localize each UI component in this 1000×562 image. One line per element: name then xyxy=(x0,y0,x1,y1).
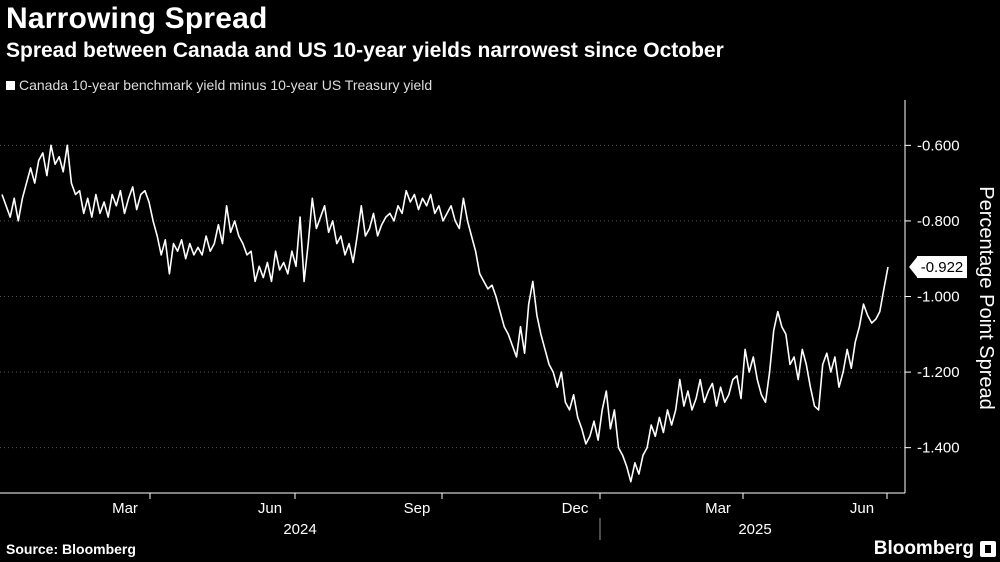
bloomberg-icon xyxy=(980,541,996,557)
y-tick-label: -0.600 xyxy=(917,137,960,154)
x-tick-label: Sep xyxy=(404,500,431,517)
y-axis-title: Percentage Point Spread xyxy=(975,186,997,410)
y-tick-label: -1.200 xyxy=(917,364,960,381)
page-subtitle: Spread between Canada and US 10-year yie… xyxy=(6,39,724,62)
x-tick-label: Jun xyxy=(258,500,282,517)
x-year-label: 2024 xyxy=(283,521,316,538)
last-value-label: -0.922 xyxy=(921,259,964,276)
y-tick-label: -1.400 xyxy=(917,440,960,457)
last-value-pointer xyxy=(909,257,917,278)
x-tick-label: Jun xyxy=(850,500,874,517)
x-tick-label: Mar xyxy=(112,500,138,517)
page-title: Narrowing Spread xyxy=(6,2,268,35)
x-tick-label: Mar xyxy=(705,500,731,517)
series-line xyxy=(1,144,889,483)
x-tick-label: Dec xyxy=(562,500,589,517)
legend: Canada 10-year benchmark yield minus 10-… xyxy=(6,77,432,93)
legend-swatch xyxy=(6,80,15,90)
source-note: Source: Bloomberg xyxy=(6,541,136,557)
legend-label: Canada 10-year benchmark yield minus 10-… xyxy=(19,77,433,93)
brand-logo: Bloomberg xyxy=(873,538,974,559)
y-tick-label: -0.800 xyxy=(917,213,960,230)
y-tick-label: -1.000 xyxy=(917,289,960,306)
x-year-label: 2025 xyxy=(738,521,771,538)
last-value-box xyxy=(917,256,967,279)
